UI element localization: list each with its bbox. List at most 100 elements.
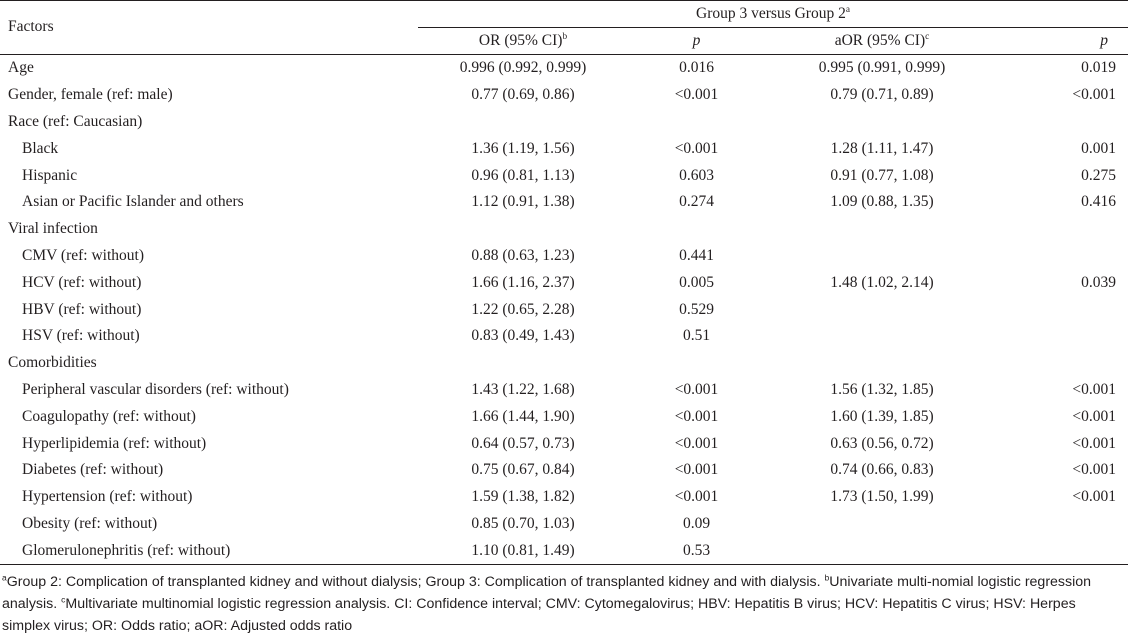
p-cell: 0.441	[679, 246, 714, 264]
factor-cell: Gender, female (ref: male)	[8, 86, 173, 104]
or-cell: 1.59 (1.38, 1.82)	[471, 488, 575, 506]
footnote-marker: a	[2, 572, 7, 583]
table-row: Coagulopathy (ref: without) 1.66 (1.44, 1…	[0, 403, 1128, 430]
or-cell	[418, 216, 628, 243]
p-cell: <0.001	[674, 86, 719, 104]
footnote-text: Univariate multi-nomial logistic regress…	[2, 574, 1092, 612]
aor-cell	[765, 296, 999, 323]
factor-cell: HSV (ref: without)	[22, 327, 140, 345]
footnote-text: Multivariate multinomial logistic regres…	[2, 595, 1076, 634]
table-row: Glomerulonephritis (ref: without) 1.10 (0…	[0, 537, 1128, 566]
table-row: Peripheral vascular disorders (ref: with…	[0, 377, 1128, 404]
p2-cell	[999, 350, 1128, 377]
footnote-text: Group 2: Complication of transplanted ki…	[6, 574, 825, 590]
p-cell: 0.53	[628, 537, 765, 566]
or-cell: 1.36 (1.19, 1.56)	[471, 139, 575, 157]
p2-cell: <0.001	[1072, 488, 1117, 506]
factor-cell: CMV (ref: without)	[22, 246, 144, 264]
p2-cell	[999, 537, 1128, 566]
aor-cell: 1.56 (1.32, 1.85)	[830, 380, 934, 398]
p2-cell	[999, 109, 1128, 136]
p2-cell: <0.001	[1072, 380, 1117, 398]
table-row: Comorbidities	[0, 350, 1128, 377]
p2-cell: <0.001	[1072, 461, 1117, 479]
or-cell: 0.996 (0.992, 0.999)	[459, 59, 587, 77]
or-cell: 1.66 (1.44, 1.90)	[471, 407, 575, 425]
factor-cell: Glomerulonephritis (ref: without)	[0, 537, 418, 566]
header-factors: Factors	[0, 0, 418, 55]
p-cell: 0.274	[679, 193, 714, 211]
header-or-sup: b	[562, 31, 568, 42]
table-row: Viral infection	[0, 216, 1128, 243]
or-cell: 0.75 (0.67, 0.84)	[471, 461, 575, 479]
p-cell: <0.001	[674, 461, 719, 479]
table-row: Race (ref: Caucasian)	[0, 109, 1128, 136]
table-row: HCV (ref: without) 1.66 (1.16, 2.37) 0.005…	[0, 269, 1128, 296]
or-cell: 1.10 (0.81, 1.49)	[418, 537, 628, 566]
p-cell	[628, 350, 765, 377]
table-row: Asian or Pacific Islander and others 1.12…	[0, 189, 1128, 216]
aor-cell: 0.995 (0.991, 0.999)	[818, 59, 946, 77]
p-cell: 0.005	[679, 273, 714, 291]
factor-cell: Age	[8, 59, 34, 77]
aor-cell	[765, 323, 999, 350]
aor-cell: 1.60 (1.39, 1.85)	[830, 407, 934, 425]
or-cell: 1.43 (1.22, 1.68)	[471, 380, 575, 398]
or-cell: 0.77 (0.69, 0.86)	[471, 86, 575, 104]
p-cell: 0.51	[682, 327, 711, 345]
aor-cell: 1.28 (1.11, 1.47)	[830, 139, 934, 157]
or-cell	[418, 350, 628, 377]
table-row: Hyperlipidemia (ref: without) 0.64 (0.57,…	[0, 430, 1128, 457]
aor-cell: 0.91 (0.77, 1.08)	[830, 166, 934, 184]
aor-cell: 1.48 (1.02, 2.14)	[830, 273, 934, 291]
header-aor-sup: c	[925, 31, 930, 42]
table-row: HBV (ref: without) 1.22 (0.65, 2.28) 0.529	[0, 296, 1128, 323]
table-row: Black 1.36 (1.19, 1.56) <0.001 1.28 (1.11, …	[0, 135, 1128, 162]
aor-cell: 1.09 (0.88, 1.35)	[830, 193, 934, 211]
or-cell: 1.12 (0.91, 1.38)	[471, 193, 575, 211]
p2-cell	[999, 216, 1128, 243]
p2-cell: 0.039	[1081, 273, 1117, 291]
or-cell	[418, 109, 628, 136]
header-p: p	[628, 27, 765, 55]
factor-cell: Viral infection	[8, 220, 98, 238]
p2-cell: 0.019	[1081, 59, 1117, 77]
aor-cell	[765, 216, 999, 243]
table-row: Age 0.996 (0.992, 0.999) 0.016 0.995 (0.991…	[0, 55, 1128, 82]
header-aor: aOR (95% CI)c	[765, 27, 999, 55]
or-cell: 1.22 (0.65, 2.28)	[471, 300, 575, 318]
factor-cell: Diabetes (ref: without)	[22, 461, 164, 479]
aor-cell	[765, 511, 999, 538]
p-cell: 0.529	[679, 300, 714, 318]
p-cell: 0.603	[679, 166, 714, 184]
table-body: Age 0.996 (0.992, 0.999) 0.016 0.995 (0.991…	[0, 55, 1128, 566]
p-cell	[628, 109, 765, 136]
factor-cell: Coagulopathy (ref: without)	[22, 407, 196, 425]
p2-cell: 0.416	[1081, 193, 1117, 211]
p2-cell	[999, 243, 1128, 270]
or-cell: 0.83 (0.49, 1.43)	[471, 327, 575, 345]
factor-cell: Asian or Pacific Islander and others	[22, 193, 244, 211]
factor-cell: Black	[22, 139, 59, 157]
p2-cell: <0.001	[1072, 86, 1117, 104]
p-cell: <0.001	[674, 380, 719, 398]
p2-cell	[999, 511, 1128, 538]
aor-cell: 0.79 (0.71, 0.89)	[830, 86, 934, 104]
factor-cell: Hyperlipidemia (ref: without)	[22, 434, 207, 452]
table-row: Hispanic 0.96 (0.81, 1.13) 0.603 0.91 (0.77…	[0, 162, 1128, 189]
factor-cell: Comorbidities	[8, 354, 97, 372]
p2-cell	[999, 323, 1128, 350]
p2-cell: 0.001	[1081, 139, 1117, 157]
header-or-label: OR (95% CI)	[478, 32, 563, 49]
or-cell: 0.64 (0.57, 0.73)	[471, 434, 575, 452]
table-row: Hypertension (ref: without) 1.59 (1.38, 1…	[0, 484, 1128, 511]
aor-cell	[765, 109, 999, 136]
p-cell: 0.09	[682, 514, 711, 532]
factor-cell: Peripheral vascular disorders (ref: with…	[22, 380, 289, 398]
factor-cell: HCV (ref: without)	[22, 273, 142, 291]
p2-cell: <0.001	[1072, 407, 1117, 425]
aor-cell: 0.74 (0.66, 0.83)	[830, 461, 934, 479]
p-cell: <0.001	[674, 407, 719, 425]
or-cell: 1.66 (1.16, 2.37)	[471, 273, 575, 291]
p2-cell: <0.001	[1072, 434, 1117, 452]
